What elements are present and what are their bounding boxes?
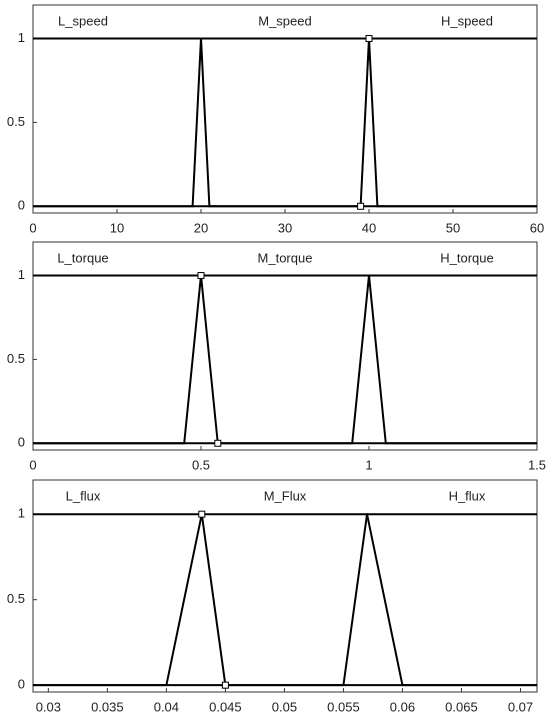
x-tick-label: 0.03 [36,699,61,714]
series-label: M_torque [258,250,313,265]
x-tick-label: 0.045 [209,699,242,714]
membership-line [33,37,537,208]
x-tick-label: 0 [29,220,36,235]
x-tick-label: 30 [278,220,292,235]
point-marker [214,439,222,447]
y-tick-label: 0 [18,677,25,692]
series-label: L_flux [66,488,101,503]
y-tick-label: 0.5 [7,114,25,129]
membership-line [33,37,537,208]
series-label: H_flux [449,488,486,503]
plot-frame [32,479,538,693]
point-marker [357,202,365,210]
x-tick-label: 0.065 [445,699,478,714]
point-marker [221,681,229,689]
plot-frame [32,241,538,451]
series-label: H_torque [440,250,493,265]
x-tick-label: 60 [530,220,544,235]
membership-line [33,274,537,445]
y-tick-label: 0.5 [7,591,25,606]
membership-line [33,513,537,687]
series-label: M_Flux [264,488,307,503]
x-tick-label: 1 [365,457,372,472]
y-tick-label: 1 [18,506,25,521]
point-marker [198,510,206,518]
x-tick-label: 0.5 [192,457,210,472]
x-tick-label: 20 [194,220,208,235]
y-tick-label: 0 [18,435,25,450]
x-tick-label: 10 [110,220,124,235]
x-tick-label: 40 [362,220,376,235]
membership-line [33,274,537,445]
series-label: L_torque [57,250,108,265]
membership-line [33,513,537,687]
y-tick-label: 1 [18,267,25,282]
x-tick-label: 0.06 [390,699,415,714]
membership-line [33,37,537,208]
x-tick-label: 0.05 [272,699,297,714]
x-tick-label: 1.5 [528,457,546,472]
point-marker [197,272,205,280]
x-tick-label: 0.04 [154,699,179,714]
x-tick-label: 0 [29,457,36,472]
point-marker [365,35,373,43]
x-tick-label: 0.055 [327,699,360,714]
y-tick-label: 0 [18,198,25,213]
y-tick-label: 0.5 [7,351,25,366]
membership-line [33,274,537,445]
series-label: M_speed [258,13,311,28]
plot-frame [32,4,538,214]
series-label: L_speed [58,13,108,28]
x-tick-label: 0.07 [508,699,533,714]
y-tick-label: 1 [18,30,25,45]
x-tick-label: 50 [446,220,460,235]
x-tick-label: 0.035 [91,699,124,714]
membership-line [33,513,537,687]
series-label: H_speed [441,13,493,28]
